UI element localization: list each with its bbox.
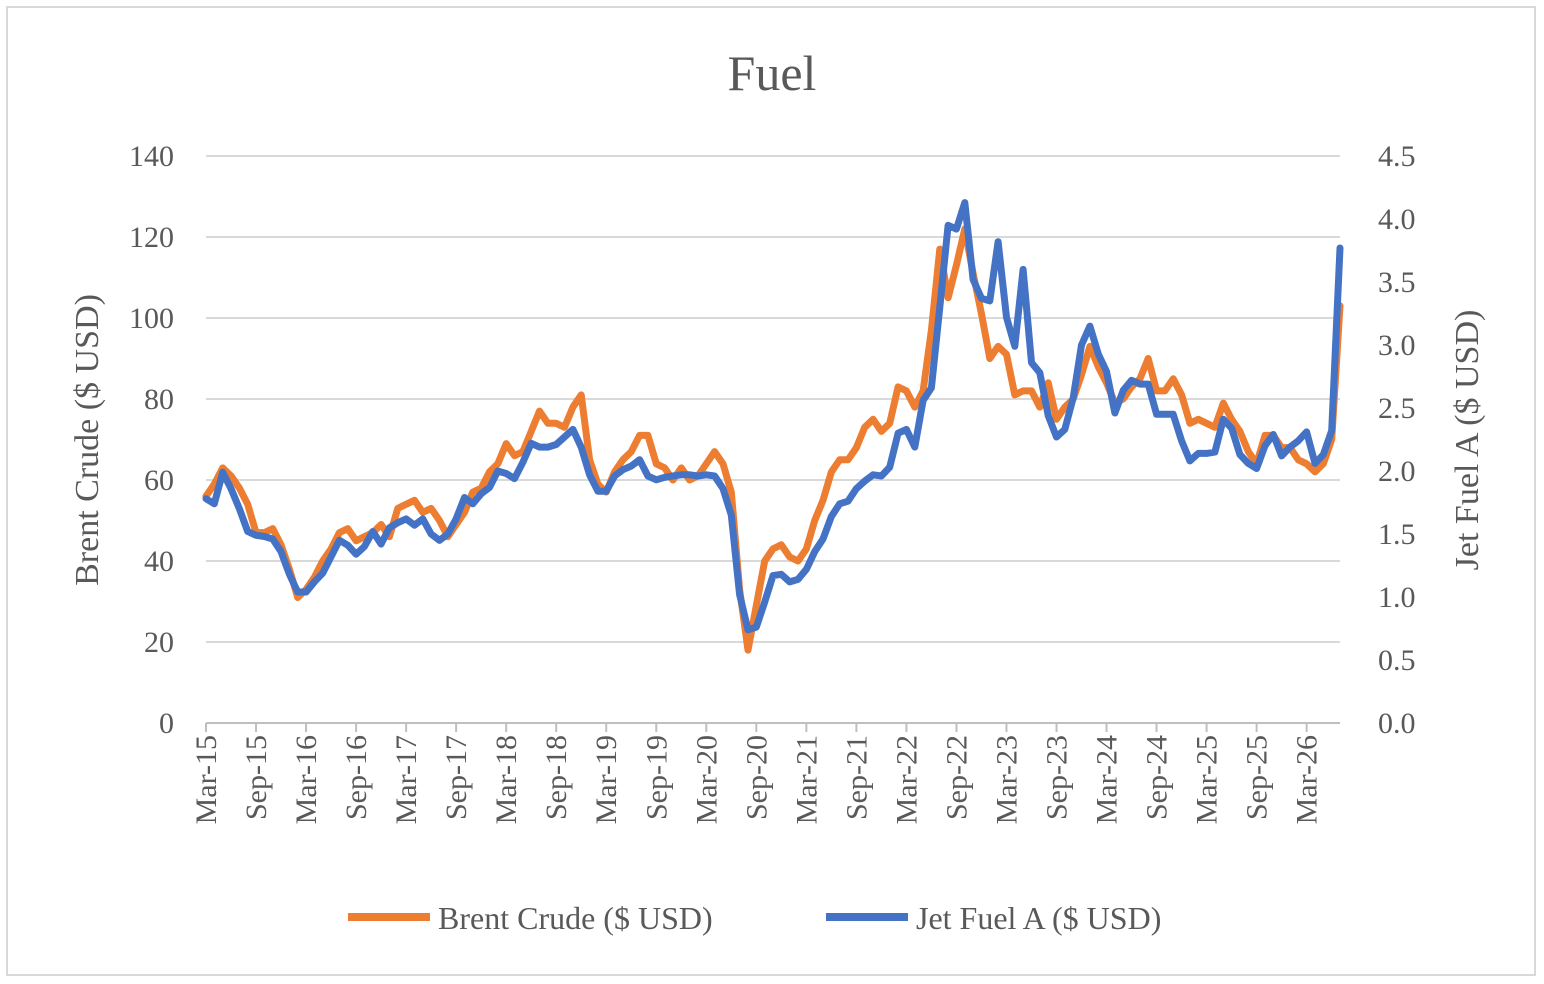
legend: Brent Crude ($ USD) Jet Fuel A ($ USD) — [348, 900, 1161, 936]
y-tick-left: 0 — [159, 707, 174, 740]
x-tick-label: Mar-24 — [1091, 735, 1124, 824]
series-lines — [202, 199, 1344, 654]
y-tick-left: 60 — [144, 464, 174, 497]
y-axis-right-title: Jet Fuel A ($ USD) — [1449, 310, 1486, 571]
gridlines — [206, 155, 1340, 643]
x-tick-label: Mar-17 — [390, 735, 423, 824]
x-tick-label: Sep-20 — [740, 735, 773, 820]
y-tick-right: 0.5 — [1378, 644, 1416, 677]
x-tick-label: Sep-18 — [540, 735, 573, 820]
legend-label-brent: Brent Crude ($ USD) — [438, 900, 713, 936]
x-tick-label: Mar-22 — [890, 735, 923, 824]
chart-title: Fuel — [728, 45, 817, 101]
x-tick-label: Sep-22 — [940, 735, 973, 820]
y-tick-left: 140 — [129, 140, 174, 173]
x-tick-label: Sep-15 — [240, 735, 273, 820]
y-tick-right: 0.0 — [1378, 707, 1416, 740]
y-tick-right: 3.0 — [1378, 329, 1416, 362]
series-line-jet-fuel-a — [202, 199, 1344, 634]
y-tick-left: 120 — [129, 221, 174, 254]
x-tick-label: Sep-21 — [840, 735, 873, 820]
x-tick-label: Sep-24 — [1141, 735, 1174, 820]
x-tick-label: Mar-19 — [590, 735, 623, 824]
x-tick-label: Mar-15 — [190, 735, 223, 824]
y-axis-right-ticks: 0.0 0.5 1.0 1.5 2.0 2.5 3.0 3.5 4.0 4.5 — [1378, 140, 1416, 740]
y-tick-left: 20 — [144, 626, 174, 659]
x-tick-label: Mar-18 — [490, 735, 523, 824]
y-tick-right: 4.0 — [1378, 203, 1416, 236]
x-tick-label: Sep-23 — [1041, 735, 1074, 820]
x-tick-label: Sep-16 — [340, 735, 373, 820]
series-line-brent-crude — [202, 225, 1344, 654]
y-tick-left: 80 — [144, 383, 174, 416]
y-tick-right: 2.0 — [1378, 455, 1416, 488]
y-tick-left: 100 — [129, 302, 174, 335]
y-tick-right: 2.5 — [1378, 392, 1416, 425]
y-tick-right: 3.5 — [1378, 266, 1416, 299]
chart-frame — [6, 6, 1536, 976]
x-tick-label: Sep-19 — [640, 735, 673, 820]
x-tick-label: Mar-23 — [990, 735, 1023, 824]
x-tick-label: Mar-25 — [1191, 735, 1224, 824]
y-tick-left: 40 — [144, 545, 174, 578]
y-tick-right: 4.5 — [1378, 140, 1416, 173]
x-tick-label: Sep-25 — [1241, 735, 1274, 820]
x-tick-label: Mar-26 — [1291, 735, 1324, 824]
y-tick-right: 1.0 — [1378, 581, 1416, 614]
y-axis-left-title: Brent Crude ($ USD) — [69, 294, 106, 586]
legend-label-jet-fuel: Jet Fuel A ($ USD) — [916, 900, 1161, 936]
y-axis-left-ticks: 0 20 40 60 80 100 120 140 — [129, 140, 174, 740]
x-axis: Mar-15 Sep-15 Mar-16 Sep-16 Mar-17 Sep-17 Mar-… — [190, 722, 1340, 824]
x-tick-label: Mar-21 — [790, 735, 823, 824]
x-tick-label: Sep-17 — [440, 735, 473, 820]
x-tick-label: Mar-20 — [690, 735, 723, 824]
x-tick-label: Mar-16 — [290, 735, 323, 824]
y-tick-right: 1.5 — [1378, 518, 1416, 551]
